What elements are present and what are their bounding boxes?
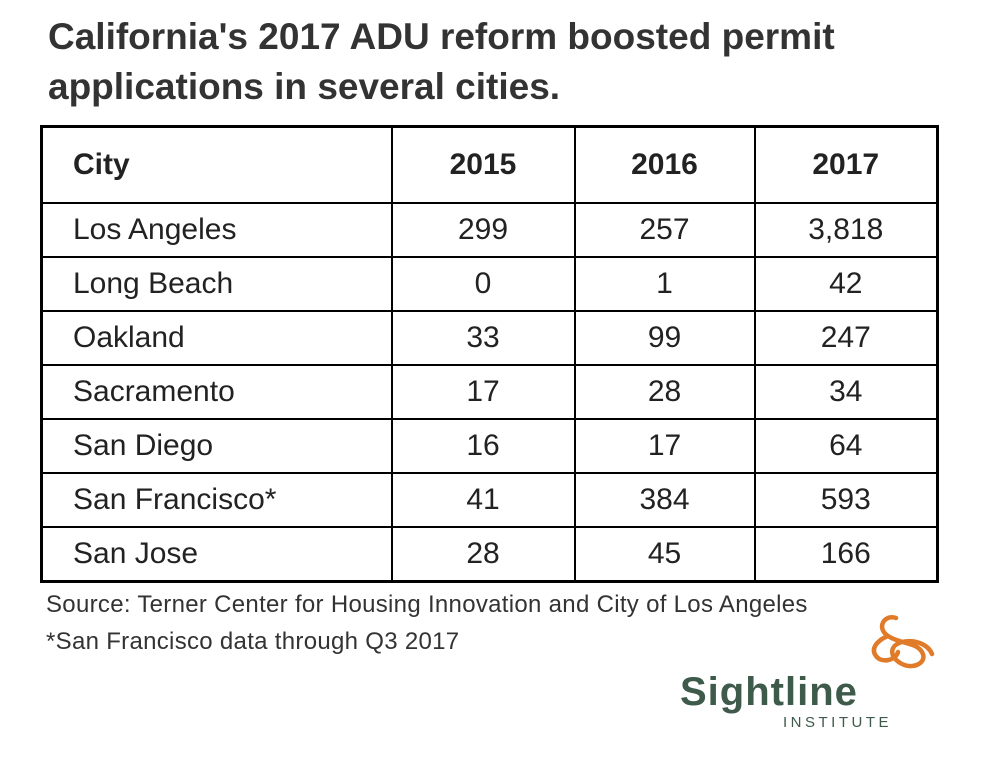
cell-city: Oakland bbox=[40, 310, 393, 366]
cell-value-2016: 384 bbox=[573, 472, 756, 528]
cell-value-2016: 1 bbox=[573, 256, 756, 312]
cell-value-2016: 17 bbox=[573, 418, 756, 474]
cell-value-2015: 299 bbox=[390, 202, 576, 258]
sightline-logo: Sightline INSTITUTE bbox=[680, 612, 940, 737]
source-note: Source: Terner Center for Housing Innova… bbox=[46, 591, 808, 618]
table-row: San Diego 16 17 64 bbox=[40, 418, 939, 474]
cell-value-2015: 17 bbox=[390, 364, 576, 420]
cell-value-2016: 28 bbox=[573, 364, 756, 420]
table-row: Oakland 33 99 247 bbox=[40, 310, 939, 366]
cell-value-2017: 247 bbox=[753, 310, 939, 366]
cell-value-2017: 593 bbox=[753, 472, 939, 528]
cell-city: San Jose bbox=[40, 526, 393, 583]
cell-city: San Francisco* bbox=[40, 472, 393, 528]
chart-title: California's 2017 ADU reform boosted per… bbox=[48, 16, 835, 107]
cell-value-2017: 64 bbox=[753, 418, 939, 474]
cell-city: Los Angeles bbox=[40, 202, 393, 258]
table-row: Sacramento 17 28 34 bbox=[40, 364, 939, 420]
logo-name: Sightline bbox=[680, 670, 858, 714]
column-header-2015: 2015 bbox=[390, 125, 576, 204]
table-row: Long Beach 0 1 42 bbox=[40, 256, 939, 312]
sightline-loop-icon bbox=[871, 615, 935, 669]
cell-city: Sacramento bbox=[40, 364, 393, 420]
cell-value-2016: 45 bbox=[573, 526, 756, 583]
column-header-city: City bbox=[40, 125, 393, 204]
cell-city: San Diego bbox=[40, 418, 393, 474]
column-header-2016: 2016 bbox=[573, 125, 756, 204]
cell-value-2015: 33 bbox=[390, 310, 576, 366]
cell-value-2017: 42 bbox=[753, 256, 939, 312]
cell-value-2016: 99 bbox=[573, 310, 756, 366]
table-header-row: City 2015 2016 2017 bbox=[40, 125, 939, 204]
table-row: San Jose 28 45 166 bbox=[40, 526, 939, 583]
adu-permits-table: City 2015 2016 2017 Los Angeles 299 257 … bbox=[40, 125, 939, 583]
logo-subtitle: INSTITUTE bbox=[783, 714, 892, 731]
column-header-2017: 2017 bbox=[753, 125, 939, 204]
cell-value-2017: 3,818 bbox=[753, 202, 939, 258]
table-row: Los Angeles 299 257 3,818 bbox=[40, 202, 939, 258]
footnote: *San Francisco data through Q3 2017 bbox=[46, 628, 460, 655]
cell-city: Long Beach bbox=[40, 256, 393, 312]
cell-value-2015: 16 bbox=[390, 418, 576, 474]
cell-value-2016: 257 bbox=[573, 202, 756, 258]
cell-value-2017: 166 bbox=[753, 526, 939, 583]
cell-value-2017: 34 bbox=[753, 364, 939, 420]
cell-value-2015: 0 bbox=[390, 256, 576, 312]
cell-value-2015: 41 bbox=[390, 472, 576, 528]
cell-value-2015: 28 bbox=[390, 526, 576, 583]
table-row: San Francisco* 41 384 593 bbox=[40, 472, 939, 528]
